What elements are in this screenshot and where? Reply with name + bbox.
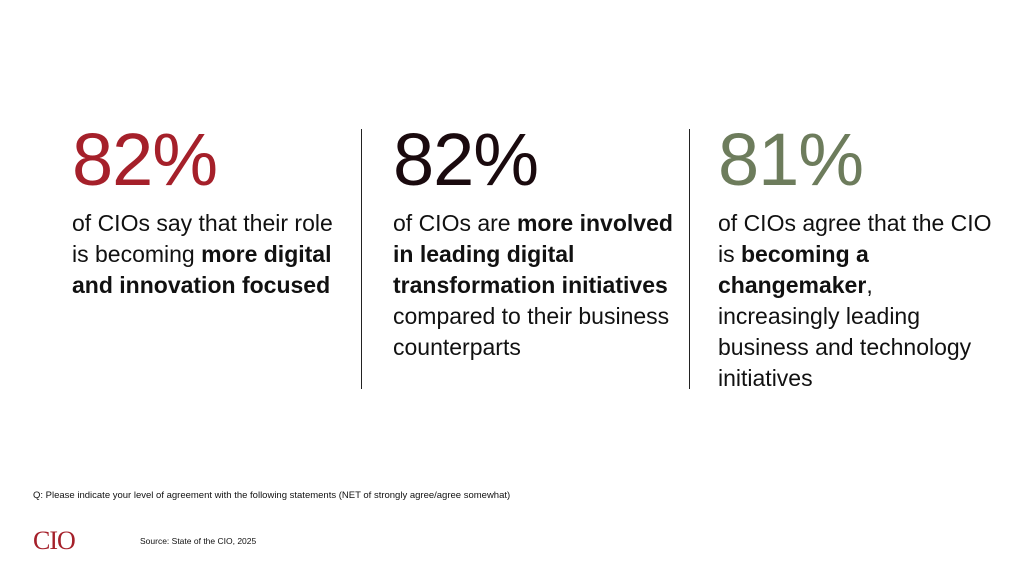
stat-3-text-2-bold: becoming a changemaker [718,241,869,298]
stat-1-percentage: 82% [72,118,218,201]
stat-2-text-1: of CIOs are [393,210,517,236]
stat-1-text-1: of CIOs say that their role is becoming [72,210,333,267]
stat-2-description: of CIOs are more involved in leading dig… [393,208,673,363]
stat-2-text-2-bold: more involved in leading digital transfo… [393,210,673,298]
stat-3-text-3: , increasingly leading business and tech… [718,272,972,391]
stat-3-description: of CIOs agree that the CIO is becoming a… [718,208,998,394]
stat-block-2: 82% of CIOs are more involved in leading… [393,120,673,363]
stat-3-text-1: of CIOs agree that the CIO is [718,210,992,267]
column-divider [689,129,690,389]
stat-1-description: of CIOs say that their role is becoming … [72,208,342,301]
stat-block-1: 82% of CIOs say that their role is becom… [72,120,342,301]
stat-1-text-2-bold: more digital and innovation focused [72,241,332,298]
stat-block-3: 81% of CIOs agree that the CIO is becomi… [718,120,998,394]
stat-2-text-3: compared to their business counterparts [393,303,670,360]
stat-2-percentage: 82% [393,118,539,201]
column-divider [361,129,362,389]
source-note: Source: State of the CIO, 2025 [140,536,257,546]
cio-logo: CIO [33,526,76,555]
stat-3-percentage: 81% [718,118,864,201]
survey-question: Q: Please indicate your level of agreeme… [33,490,511,501]
